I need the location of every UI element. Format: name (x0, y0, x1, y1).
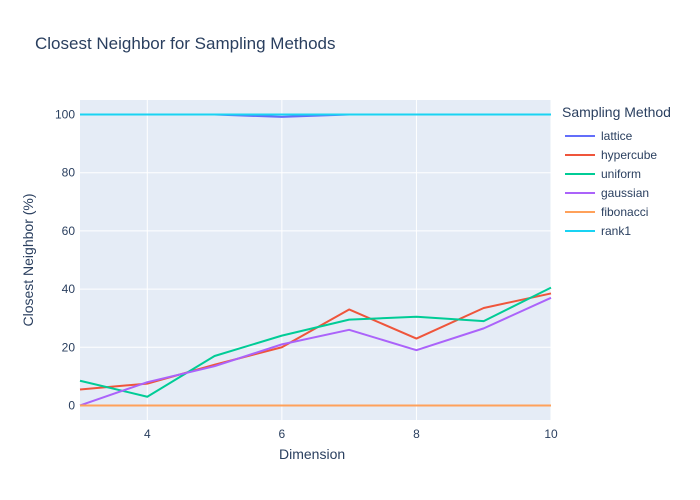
series-line-uniform (79, 286, 552, 398)
legend: Sampling Method lattice hypercube uniform g… (562, 104, 671, 240)
x-tick-label: 6 (279, 427, 286, 441)
y-tick-label: 20 (62, 340, 76, 354)
x-tick-label: 4 (144, 427, 151, 441)
legend-item-gaussian[interactable]: gaussian (562, 183, 671, 202)
legend-swatch (565, 210, 595, 213)
legend-label: fibonacci (601, 204, 649, 219)
y-tick-label: 40 (62, 282, 76, 296)
legend-item-hypercube[interactable]: hypercube (562, 145, 671, 164)
legend-label: rank1 (601, 223, 632, 238)
x-axis-title: Dimension (279, 446, 346, 462)
series-line-gaussian (79, 296, 552, 407)
chart-title: Closest Neighbor for Sampling Methods (35, 34, 336, 53)
legend-label: hypercube (601, 147, 658, 162)
x-tick-label: 8 (413, 427, 420, 441)
legend-label: lattice (601, 128, 633, 143)
legend-label: uniform (601, 166, 642, 181)
y-tick-label: 0 (68, 398, 75, 412)
legend-item-uniform[interactable]: uniform (562, 164, 671, 183)
legend-swatch (565, 172, 595, 175)
y-tick-label: 60 (62, 224, 76, 238)
y-axis-title: Closest Neighbor (%) (20, 193, 36, 327)
x-tick-label: 10 (544, 427, 558, 441)
y-tick-label: 100 (55, 108, 75, 122)
legend-item-fibonacci[interactable]: fibonacci (562, 202, 671, 221)
plot-background (80, 100, 551, 420)
legend-swatch (565, 229, 595, 232)
legend-swatch (565, 191, 595, 194)
legend-item-lattice[interactable]: lattice (562, 126, 671, 145)
legend-swatch (565, 134, 595, 137)
y-tick-label: 80 (62, 166, 76, 180)
legend-label: gaussian (601, 185, 650, 200)
legend-swatch (565, 153, 595, 156)
legend-item-rank1[interactable]: rank1 (562, 221, 671, 240)
legend-title: Sampling Method (562, 104, 671, 120)
